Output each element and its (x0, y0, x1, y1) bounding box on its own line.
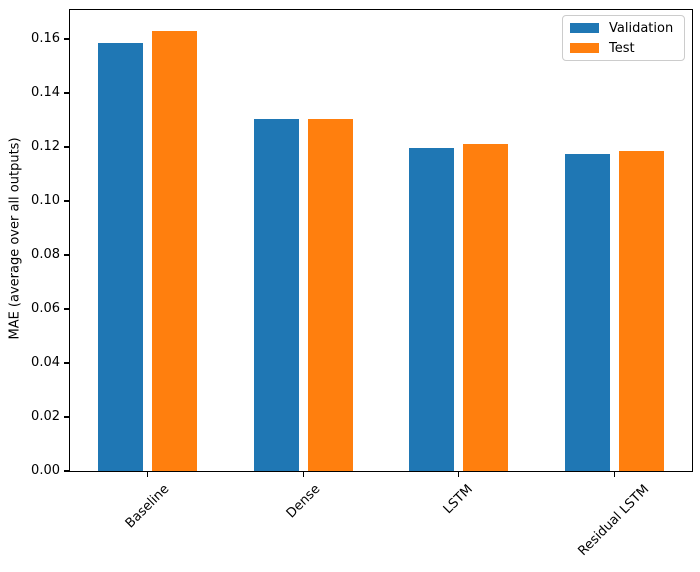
x-axis-tick (613, 472, 615, 477)
y-axis-tick (64, 254, 70, 256)
y-axis-tick (64, 362, 70, 364)
legend-swatch-test (570, 43, 599, 53)
legend-item-validation: Validation (570, 22, 677, 35)
y-axis-tick-label: 0.08 (31, 246, 60, 262)
y-axis-tick (64, 38, 70, 40)
x-axis-tick-label-dense: Dense (283, 481, 324, 522)
y-axis-tick-label: 0.14 (31, 84, 60, 100)
y-axis-tick-label: 0.12 (31, 138, 60, 154)
y-axis-tick (64, 200, 70, 202)
legend-item-test: Test (570, 42, 677, 55)
legend-label-validation: Validation (609, 20, 674, 36)
bar-validation-residual-lstm (564, 153, 610, 471)
y-axis-tick-label: 0.16 (31, 30, 60, 46)
y-axis-tick (64, 146, 70, 148)
legend: Validation Test (562, 15, 685, 61)
legend-swatch-validation (570, 23, 599, 33)
x-axis-tick (458, 472, 460, 477)
x-axis-tick-label-residual-lstm: Residual LSTM (575, 482, 653, 559)
y-axis-tick (64, 416, 70, 418)
bar-validation-baseline (98, 42, 144, 471)
x-axis-tick (302, 472, 304, 477)
bar-validation-dense (253, 118, 299, 471)
y-axis-tick (64, 470, 70, 472)
legend-label-test: Test (609, 40, 635, 56)
y-axis-tick-label: 0.06 (31, 300, 60, 316)
y-axis-tick-label: 0.00 (31, 463, 60, 478)
y-axis-tick-label: 0.04 (31, 354, 60, 370)
y-axis-tick (64, 92, 70, 94)
y-axis-tick (64, 308, 70, 310)
bar-test-dense (307, 119, 353, 471)
x-axis-tick-label-baseline: Baseline (123, 481, 173, 532)
y-axis-tick-label: 0.10 (31, 192, 60, 208)
bar-test-lstm (463, 144, 509, 471)
y-axis-tick-label: 0.02 (31, 408, 60, 424)
x-axis-tick (147, 472, 149, 477)
bar-test-baseline (152, 30, 198, 471)
x-axis-tick-label-lstm: LSTM (441, 482, 477, 518)
bar-test-residual-lstm (618, 150, 664, 471)
bar-validation-lstm (409, 148, 455, 471)
